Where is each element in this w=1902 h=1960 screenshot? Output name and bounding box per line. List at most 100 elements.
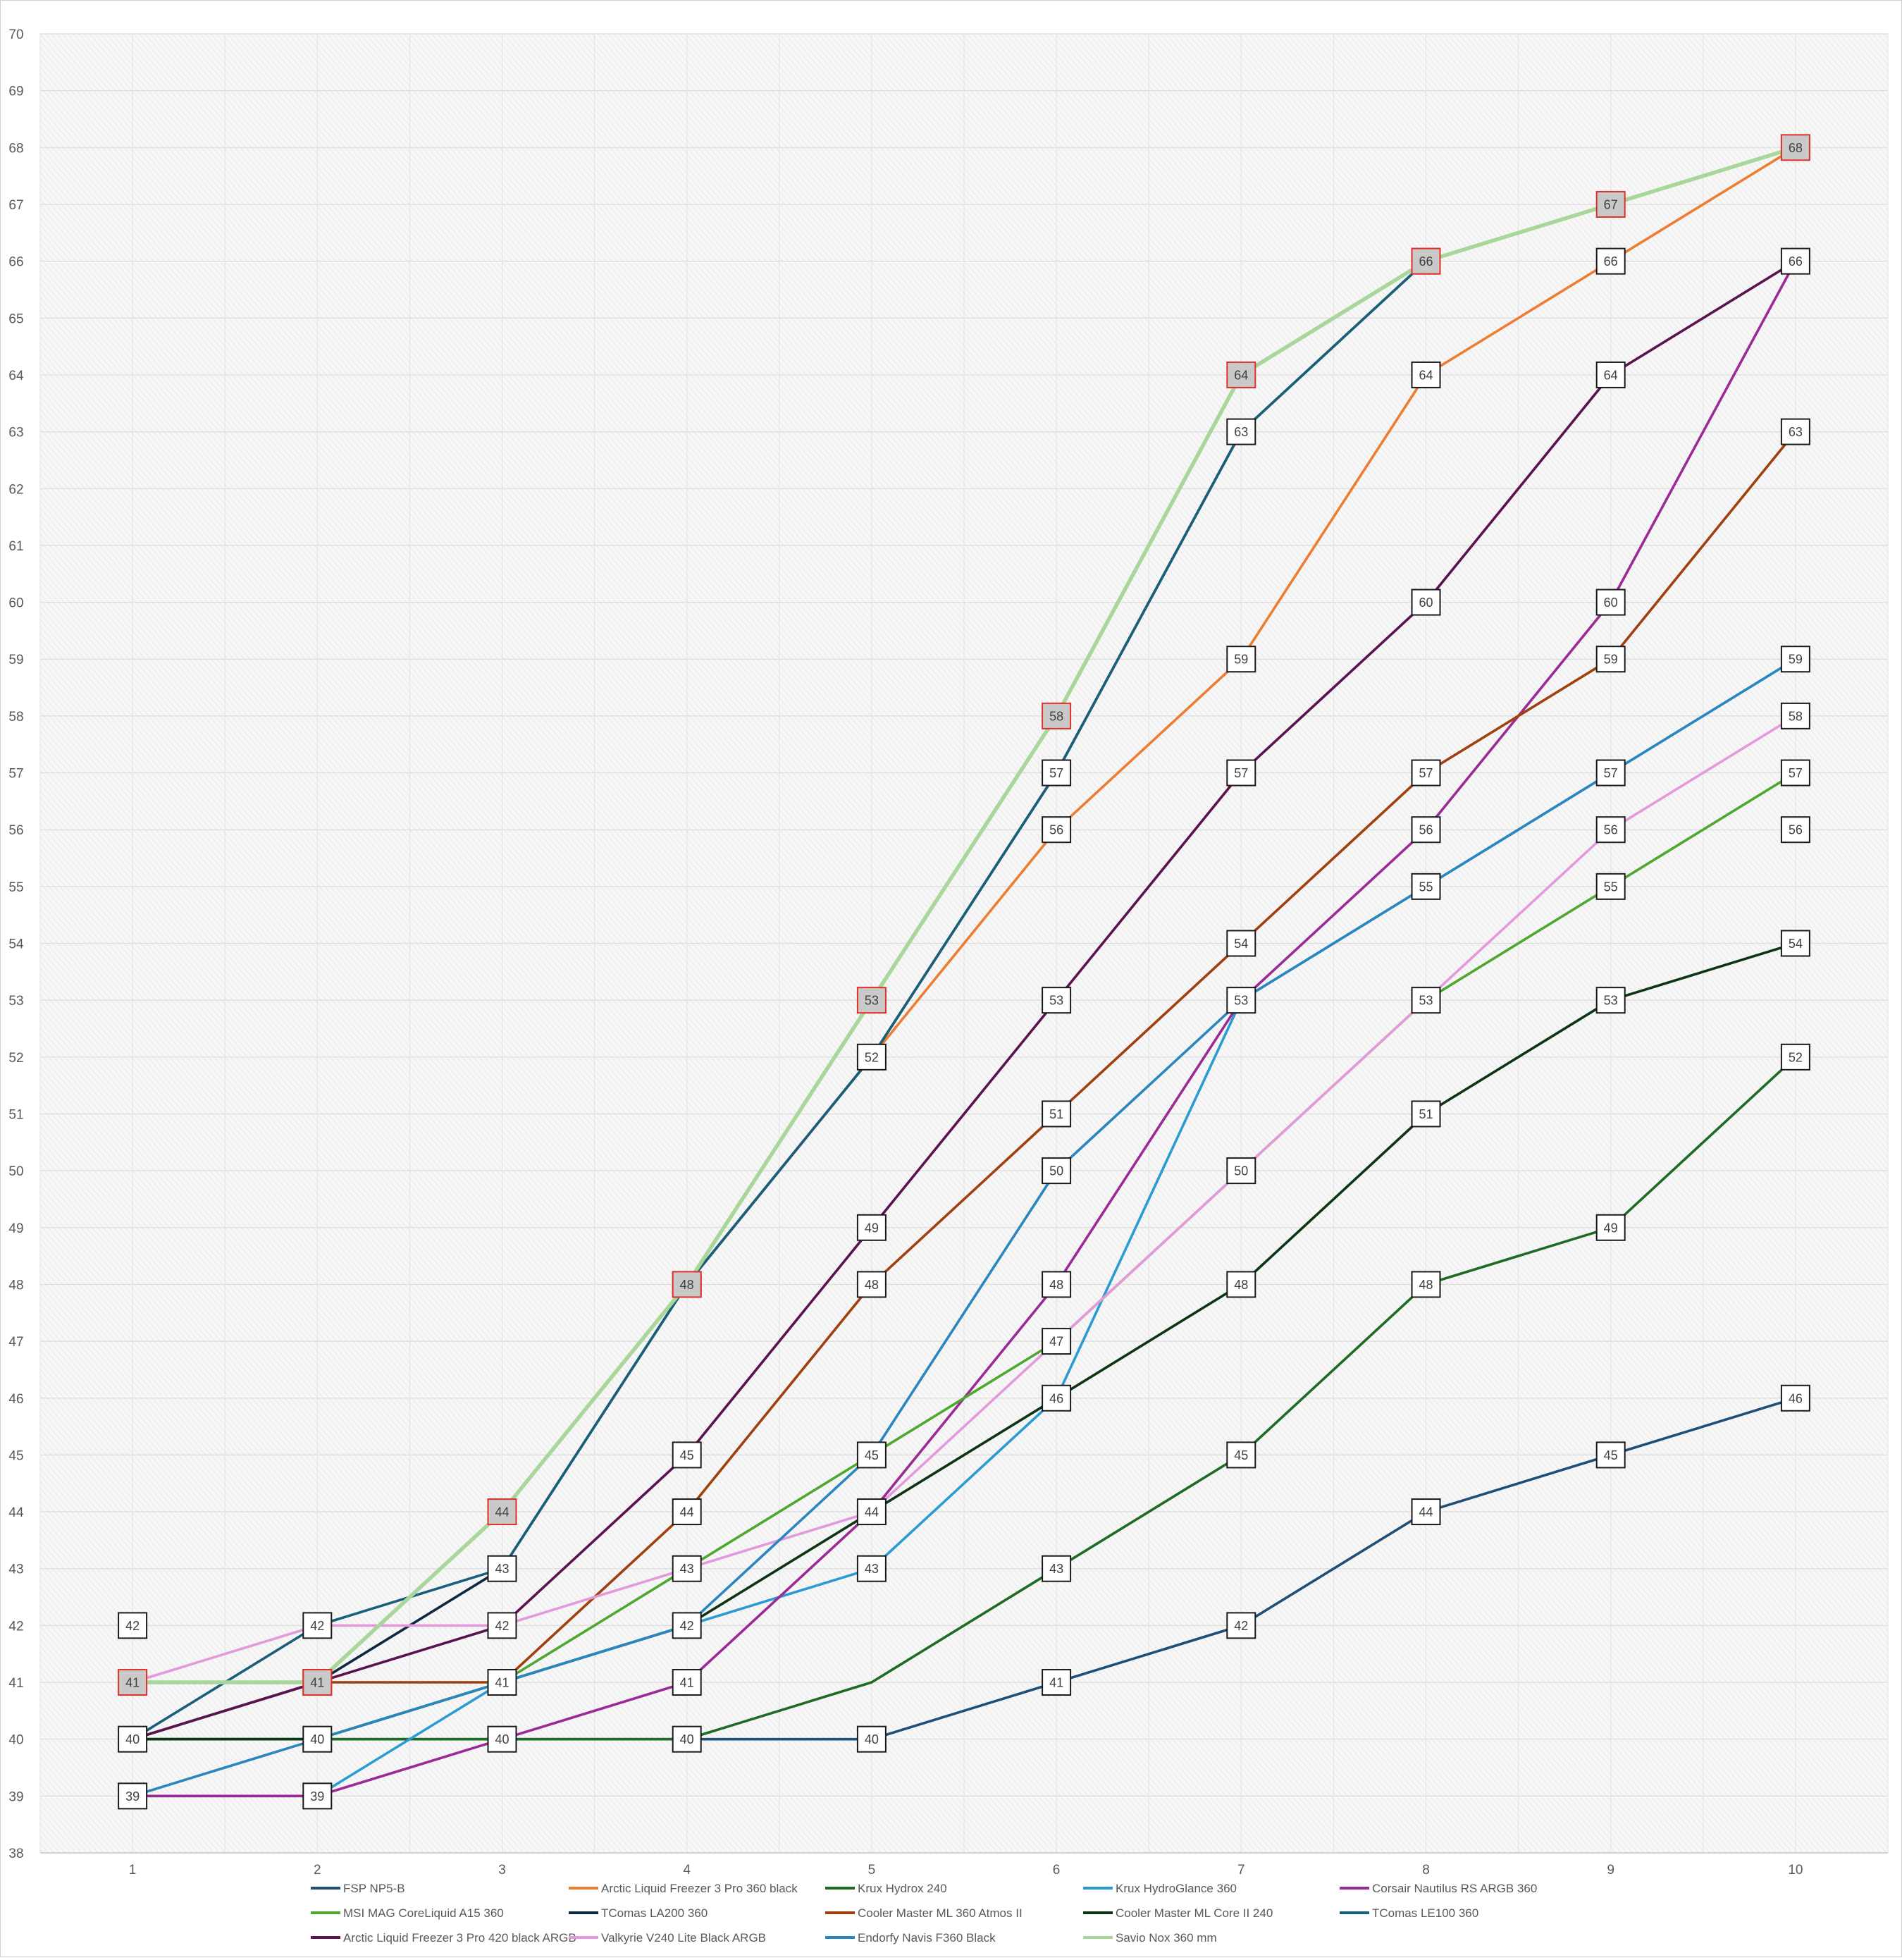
data-label-value: 66 [1419, 254, 1433, 269]
data-label-value: 42 [680, 1619, 694, 1633]
data-label-box [1042, 987, 1072, 1014]
data-label: 57 [1411, 759, 1441, 787]
data-label-box [1411, 361, 1441, 388]
data-label-box [1780, 418, 1810, 445]
legend-label: FSP NP5-B [343, 1882, 405, 1895]
legend-item[interactable]: MSI MAG CoreLiquid A15 360 [311, 1906, 504, 1920]
legend-item[interactable]: TComas LA200 360 [569, 1906, 708, 1920]
data-label-box [1411, 1271, 1441, 1298]
data-label-value: 43 [680, 1562, 694, 1576]
data-label-box [302, 1782, 333, 1810]
y-tick-label: 66 [8, 255, 23, 270]
data-label-value: 55 [1604, 880, 1618, 894]
legend-item[interactable]: TComas LE100 360 [1340, 1906, 1478, 1920]
legend-label: Valkyrie V240 Lite Black ARGB [601, 1931, 766, 1944]
legend-item[interactable]: Arctic Liquid Freezer 3 Pro 360 black [569, 1882, 798, 1895]
data-label-value: 45 [680, 1448, 694, 1462]
legend-item[interactable]: Endorfy Navis F360 Black [825, 1931, 996, 1944]
y-tick-label: 54 [8, 937, 24, 952]
data-label-box [487, 1498, 517, 1526]
data-label-value: 46 [1049, 1391, 1063, 1405]
data-label-value: 64 [1234, 368, 1248, 382]
data-label-value: 53 [1604, 994, 1618, 1008]
data-label-value: 50 [1234, 1164, 1248, 1178]
data-label-box [856, 1498, 887, 1526]
legend-item[interactable]: Valkyrie V240 Lite Black ARGB [569, 1931, 766, 1944]
data-label-box [672, 1669, 702, 1696]
data-label: 58 [1780, 702, 1810, 729]
y-tick-label: 49 [8, 1221, 23, 1236]
data-label-value: 52 [1789, 1050, 1803, 1064]
data-label: 66 [1780, 247, 1810, 275]
data-label-box [1411, 1498, 1441, 1526]
data-label: 43 [1042, 1555, 1072, 1582]
data-label-box [487, 1725, 517, 1753]
data-label-value: 41 [495, 1676, 509, 1690]
x-tick-label: 2 [314, 1863, 321, 1878]
data-label-box [1042, 1157, 1072, 1185]
legend-item[interactable]: Cooler Master ML 360 Atmos II [825, 1906, 1023, 1920]
data-label-box [1226, 1157, 1256, 1185]
x-tick-label: 8 [1422, 1863, 1430, 1878]
data-label-box [302, 1612, 333, 1639]
data-label-box [672, 1441, 702, 1469]
data-label-box [1780, 247, 1810, 275]
x-tick-label: 4 [683, 1863, 691, 1878]
data-label: 53 [1411, 987, 1441, 1014]
series-line [131, 430, 1797, 1741]
data-label-box [1411, 759, 1441, 787]
y-tick-label: 45 [8, 1448, 23, 1463]
data-label-box [1780, 702, 1810, 729]
data-label: 48 [856, 1271, 887, 1298]
data-label: 47 [1042, 1328, 1072, 1355]
data-label-box [487, 1612, 517, 1639]
legend-item[interactable]: FSP NP5-B [311, 1882, 405, 1895]
data-label-box [1595, 759, 1626, 787]
legend-item[interactable]: Savio Nox 360 mm [1083, 1931, 1217, 1944]
data-label-value: 57 [1419, 766, 1433, 780]
legend[interactable]: FSP NP5-B Arctic Liquid Freezer 3 Pro 360… [311, 1882, 1537, 1944]
legend-label: Arctic Liquid Freezer 3 Pro 360 black [601, 1882, 798, 1895]
data-label-value: 42 [1234, 1619, 1248, 1633]
data-label: 45 [1226, 1441, 1256, 1469]
max-data-label: 48 [672, 1271, 702, 1298]
data-label-value: 49 [865, 1221, 879, 1235]
y-tick-label: 44 [8, 1505, 24, 1520]
y-tick-label: 48 [8, 1278, 23, 1293]
data-label-value: 60 [1604, 596, 1618, 610]
legend-item[interactable]: Arctic Liquid Freezer 3 Pro 420 black AR… [311, 1931, 576, 1944]
data-label: 48 [1411, 1271, 1441, 1298]
data-label: 40 [856, 1725, 887, 1753]
data-label-box [1042, 1271, 1072, 1298]
data-label: 41 [672, 1669, 702, 1696]
y-tick-label: 63 [8, 426, 23, 440]
y-tick-label: 65 [8, 312, 23, 326]
data-label-value: 43 [1049, 1562, 1063, 1576]
data-label-value: 42 [310, 1619, 324, 1633]
data-label: 46 [1780, 1384, 1810, 1412]
data-label-box [1411, 247, 1441, 275]
data-label-value: 64 [1419, 368, 1433, 382]
data-label-value: 59 [1234, 653, 1248, 667]
data-label: 56 [1411, 816, 1441, 844]
max-data-label: 64 [1226, 361, 1256, 388]
data-label: 53 [1226, 987, 1256, 1014]
data-label-value: 48 [1419, 1278, 1433, 1292]
data-label-value: 57 [1049, 766, 1063, 780]
data-label-box [1042, 759, 1072, 787]
x-tick-label: 3 [498, 1863, 506, 1878]
legend-item[interactable]: Krux Hydrox 240 [825, 1882, 947, 1895]
data-label-box [672, 1725, 702, 1753]
legend-item[interactable]: Cooler Master ML Core II 240 [1083, 1906, 1273, 1920]
y-tick-label: 67 [8, 198, 23, 213]
legend-item[interactable]: Krux HydroGlance 360 [1083, 1882, 1237, 1895]
y-tick-label: 61 [8, 539, 23, 554]
legend-label: Krux Hydrox 240 [858, 1882, 947, 1895]
max-data-label: 41 [302, 1669, 333, 1696]
data-label: 40 [672, 1725, 702, 1753]
data-label-box [302, 1725, 333, 1753]
max-data-label: 68 [1780, 134, 1810, 161]
legend-item[interactable]: Corsair Nautilus RS ARGB 360 [1340, 1882, 1537, 1895]
y-tick-label: 58 [8, 710, 23, 725]
y-tick-label: 39 [8, 1789, 23, 1804]
